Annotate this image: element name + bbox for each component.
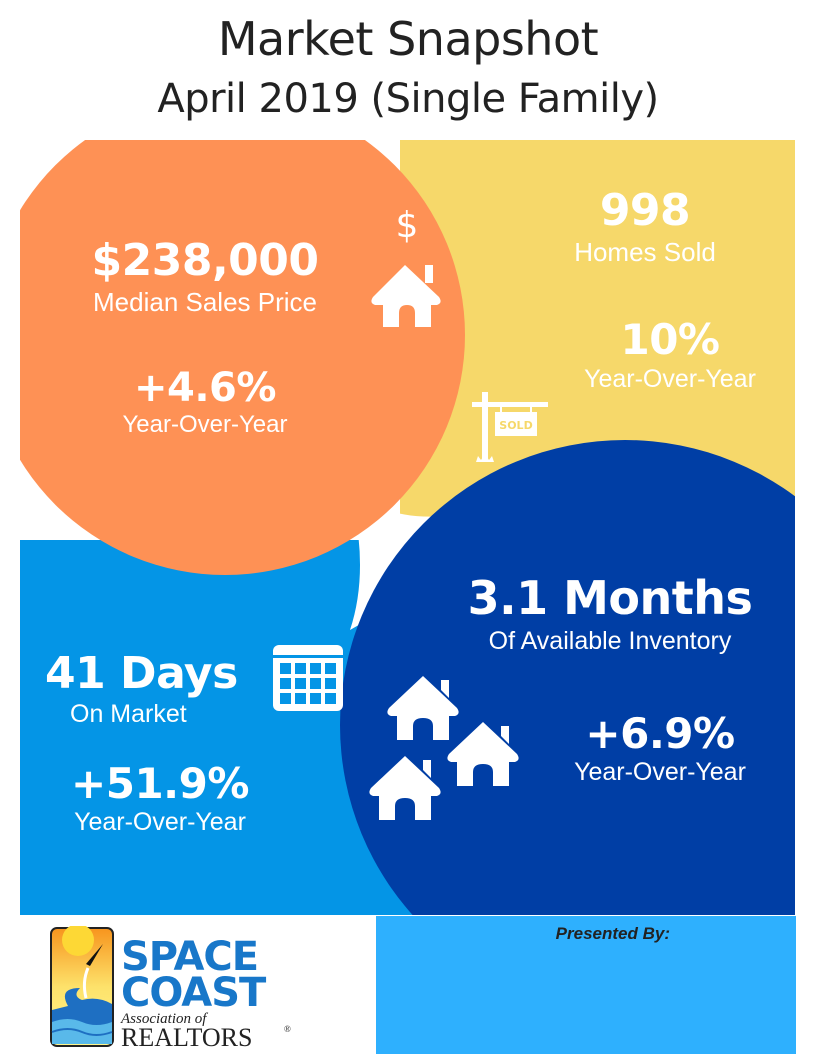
inventory-label: Of Available Inventory bbox=[488, 627, 732, 655]
stats-panel: $238,000 Median Sales Price +4.6% Year-O… bbox=[20, 140, 795, 915]
space-coast-realtors-logo: SPACE COAST Association of REALTORS ® bbox=[48, 924, 298, 1052]
days-on-market-label: On Market bbox=[70, 700, 187, 728]
svg-text:®: ® bbox=[284, 1024, 291, 1034]
page-subtitle: April 2019 (Single Family) bbox=[157, 76, 659, 122]
homes-sold-label: Homes Sold bbox=[574, 237, 716, 267]
presented-by-label: Presented By: bbox=[555, 924, 670, 943]
homes-sold-value: 998 bbox=[599, 185, 691, 236]
days-on-market-stat: 41 Days On Market bbox=[40, 648, 250, 728]
svg-text:$: $ bbox=[396, 205, 419, 246]
houses-icon bbox=[369, 676, 519, 820]
sold-sign-icon: SOLD bbox=[472, 392, 548, 462]
svg-text:COAST: COAST bbox=[121, 970, 267, 1016]
median-price-value: $238,000 bbox=[91, 235, 319, 286]
svg-text:SPACE: SPACE bbox=[121, 934, 258, 980]
homes-sold-change-label: Year-Over-Year bbox=[584, 365, 756, 393]
inventory-change: +6.9% Year-Over-Year bbox=[540, 709, 780, 787]
svg-text:REALTORS: REALTORS bbox=[121, 1023, 253, 1050]
presented-by-box: Presented By: bbox=[376, 916, 796, 1054]
median-price-change-label: Year-Over-Year bbox=[122, 411, 288, 438]
calendar-icon bbox=[273, 645, 343, 711]
median-price-stat: $238,000 Median Sales Price bbox=[60, 235, 350, 317]
inventory-stat: 3.1 Months Of Available Inventory bbox=[440, 570, 780, 656]
svg-text:SOLD: SOLD bbox=[499, 419, 532, 432]
homes-sold-stat: 998 Homes Sold bbox=[540, 185, 750, 267]
days-on-market-value: 41 Days bbox=[45, 648, 238, 699]
median-price-label: Median Sales Price bbox=[93, 287, 317, 317]
house-dollar-icon: $ bbox=[371, 205, 441, 327]
median-price-change-value: +4.6% bbox=[134, 365, 276, 411]
median-price-change: +4.6% Year-Over-Year bbox=[80, 365, 330, 439]
logo-graphic-icon: SPACE COAST Association of REALTORS ® bbox=[50, 924, 291, 1052]
homes-sold-change: 10% Year-Over-Year bbox=[550, 315, 790, 393]
homes-sold-change-value: 10% bbox=[620, 315, 720, 364]
days-on-market-change: +51.9% Year-Over-Year bbox=[50, 759, 270, 837]
svg-text:Association of: Association of bbox=[120, 1011, 208, 1027]
page-title: Market Snapshot bbox=[217, 12, 599, 66]
days-on-market-change-label: Year-Over-Year bbox=[74, 808, 246, 836]
inventory-change-value: +6.9% bbox=[585, 709, 735, 758]
inventory-change-label: Year-Over-Year bbox=[574, 758, 746, 786]
inventory-value: 3.1 Months bbox=[467, 571, 753, 625]
days-on-market-change-value: +51.9% bbox=[71, 759, 249, 808]
